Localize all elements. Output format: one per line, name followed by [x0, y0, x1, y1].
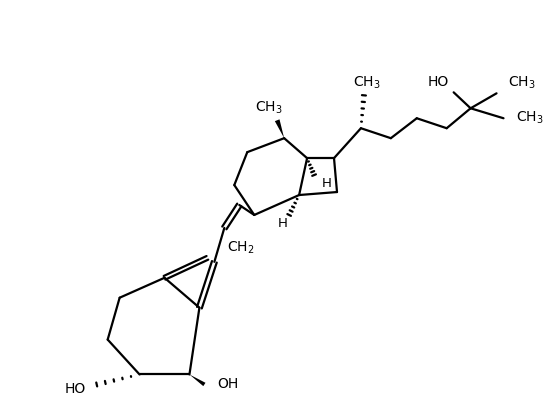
Polygon shape: [275, 119, 284, 138]
Text: CH$_2$: CH$_2$: [227, 240, 255, 256]
Text: CH$_3$: CH$_3$: [255, 100, 283, 116]
Polygon shape: [189, 374, 206, 386]
Text: CH$_3$: CH$_3$: [516, 110, 544, 127]
Text: H: H: [322, 177, 332, 190]
Text: HO: HO: [64, 383, 85, 396]
Text: OH: OH: [217, 377, 239, 392]
Text: HO: HO: [428, 75, 449, 90]
Text: CH$_3$: CH$_3$: [509, 74, 536, 91]
Text: H: H: [278, 217, 288, 230]
Text: CH$_3$: CH$_3$: [353, 74, 381, 91]
